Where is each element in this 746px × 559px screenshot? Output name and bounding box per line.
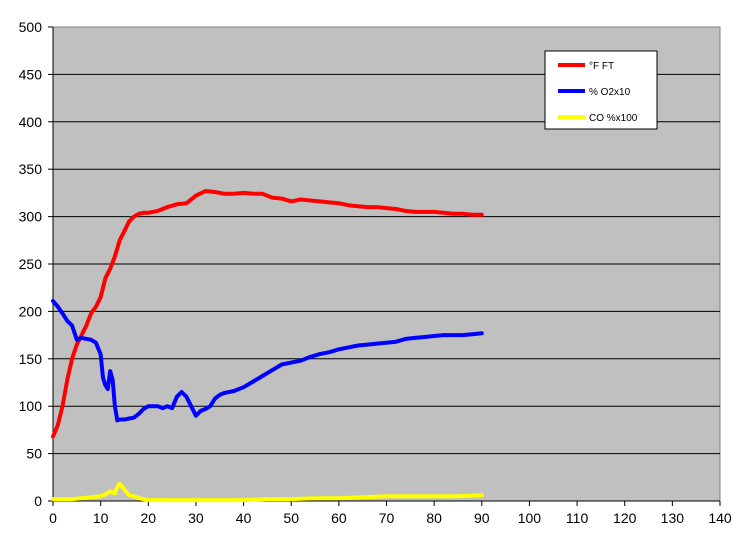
series-lines [51,189,484,503]
x-tick-label: 100 [518,510,542,526]
y-tick-label: 100 [19,398,43,414]
y-tick-label: 50 [26,446,42,462]
series-line-0 [51,189,484,439]
y-tick-label: 150 [19,351,43,367]
y-tick-label: 0 [34,493,42,509]
legend-label-series-1: % O2x10 [589,87,631,98]
y-tick-label: 250 [19,256,43,272]
y-tick-label: 500 [19,19,43,35]
y-tick-label: 300 [19,209,43,225]
x-tick-label: 60 [331,510,347,526]
y-tick-label: 200 [19,303,43,319]
y-tick-label: 450 [19,66,43,82]
x-tick-label: 30 [188,510,204,526]
legend-label-series-0: °F FT [589,61,614,72]
x-tick-label: 0 [49,510,57,526]
x-tick-label: 90 [474,510,490,526]
x-tick-label: 40 [236,510,252,526]
x-tick-label: 50 [283,510,299,526]
x-tick-label: 110 [566,510,589,526]
x-tick-label: 130 [661,510,685,526]
series-line-2 [51,481,484,503]
y-tick-label: 400 [19,114,43,130]
x-tick-label: 80 [426,510,442,526]
legend: °F FT % O2x10 CO %x100 [544,50,658,130]
y-tick-label: 350 [19,161,43,177]
x-tick-label: 10 [93,510,109,526]
x-tick-label: 120 [613,510,637,526]
series-line-1 [51,299,484,423]
x-tick-label: 140 [708,510,732,526]
axes: 0 50 100 150 200 250 300 350 400 450 500 0 10 20 30 40 5… [19,19,732,526]
x-tick-label: 70 [379,510,395,526]
x-tick-label: 20 [140,510,156,526]
legend-label-series-2: CO %x100 [589,113,638,124]
